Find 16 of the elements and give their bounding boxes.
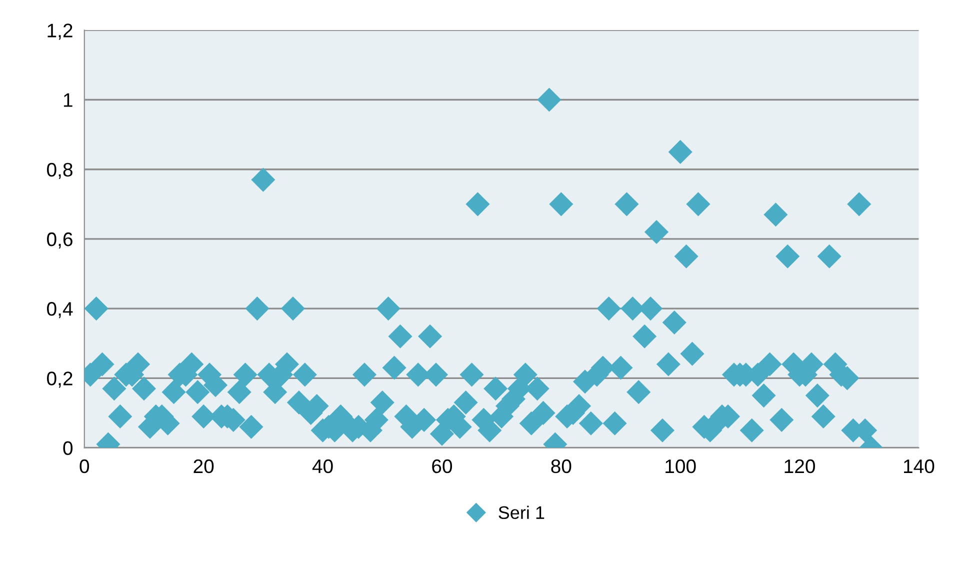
- y-tick-label: 0,8: [47, 162, 72, 179]
- x-tick-label: 100: [666, 459, 696, 474]
- x-tick-label: 140: [904, 459, 934, 474]
- x-tick-label: 60: [432, 459, 452, 474]
- x-tick-label: 120: [784, 459, 815, 474]
- y-tick-label: 0: [63, 441, 73, 455]
- y-tick-label: 1,2: [48, 24, 72, 40]
- x-tick-label: 80: [551, 459, 572, 474]
- legend-label: Seri 1: [498, 506, 544, 520]
- x-tick-label: 40: [312, 459, 333, 474]
- x-tick-label: 0: [80, 459, 90, 474]
- y-tick-label: 0,2: [47, 372, 72, 388]
- y-tick-label: 1: [64, 93, 72, 107]
- x-tick-label: 20: [194, 459, 214, 474]
- y-tick-label: 0,4: [47, 302, 73, 318]
- y-tick-label: 0,6: [47, 232, 72, 248]
